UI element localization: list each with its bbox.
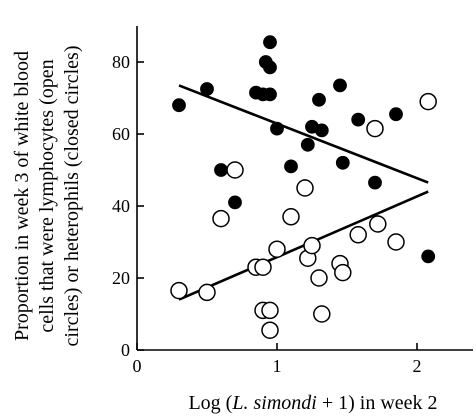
- x-axis-title-prefix: Log (: [188, 392, 232, 414]
- y-axis-title-line-3: circles) or heterophils (closed circles): [61, 46, 83, 347]
- closed-circle-point-20: [368, 175, 382, 190]
- closed-circle-point-7: [263, 35, 277, 50]
- closed-circle-point-11: [284, 159, 298, 174]
- open-circle-point-18: [349, 226, 367, 244]
- x-tick-label-1: 1: [273, 356, 282, 376]
- open-circle-point-0: [170, 281, 188, 300]
- open-circle-point-7: [261, 301, 279, 320]
- closed-circle-point-1: [200, 82, 214, 96]
- x-axis-title-species: L. simondi: [231, 392, 316, 414]
- x-tick-label-2: 2: [413, 356, 422, 376]
- open-circle-point-20: [369, 215, 387, 233]
- open-circle-point-8: [261, 321, 279, 339]
- open-circle-point-17: [334, 263, 352, 282]
- open-circle-point-19: [366, 119, 384, 138]
- y-tick-label-3: 60: [112, 124, 130, 144]
- open-circle-point-22: [419, 92, 437, 111]
- closed-circle-point-10: [270, 121, 284, 136]
- closed-circle-point-23: [421, 249, 436, 264]
- x-axis-title: Log (L. simondi + 1) in week 2: [188, 392, 437, 414]
- closed-circle-point-9: [263, 87, 277, 102]
- closed-circle-point-2: [214, 163, 228, 177]
- tick-group: 0 20 40 60 80 0 1 2: [112, 52, 422, 376]
- y-tick-label-2: 40: [112, 196, 130, 216]
- x-tick-label-0: 0: [133, 356, 142, 376]
- closed-circle-point-3: [228, 195, 242, 210]
- y-tick-label-4: 80: [112, 52, 130, 72]
- y-tick-label-1: 20: [112, 268, 130, 288]
- closed-circle-point-22: [389, 107, 403, 122]
- open-circle-point-1: [198, 283, 216, 302]
- open-circle-point-3: [226, 161, 244, 179]
- open-circle-point-13: [303, 236, 321, 255]
- closed-circle-point-0: [172, 98, 186, 113]
- x-axis-title-suffix: + 1) in week 2: [317, 392, 438, 414]
- closed-circle-point-13: [300, 137, 315, 152]
- closed-circle-point-17: [333, 78, 347, 93]
- open-circle-point-10: [282, 208, 300, 226]
- open-circle-point-9: [268, 240, 286, 258]
- open-circle-point-15: [313, 305, 331, 323]
- closed-circle-point-19: [351, 112, 366, 127]
- y-axis-title-line-2: cells that were lymphocytes (open: [36, 59, 58, 332]
- open-circle-point-11: [296, 179, 314, 197]
- open-circle-point-14: [310, 269, 328, 287]
- closed-circle-point-16: [314, 123, 329, 138]
- data-points: [170, 35, 437, 339]
- y-axis-title: Proportion in week 3 of white blood cell…: [11, 46, 83, 347]
- open-circle-point-5: [254, 258, 272, 276]
- closed-circle-point-18: [335, 155, 350, 170]
- open-circle-point-21: [387, 233, 405, 251]
- y-axis-title-line-1: Proportion in week 3 of white blood: [11, 51, 33, 341]
- open-circle-point-2: [212, 209, 230, 228]
- closed-circle-point-15: [312, 92, 326, 107]
- y-tick-label-0: 0: [121, 340, 130, 360]
- closed-circle-point-8: [263, 60, 277, 75]
- closed-circle-trend-line: [178, 84, 429, 184]
